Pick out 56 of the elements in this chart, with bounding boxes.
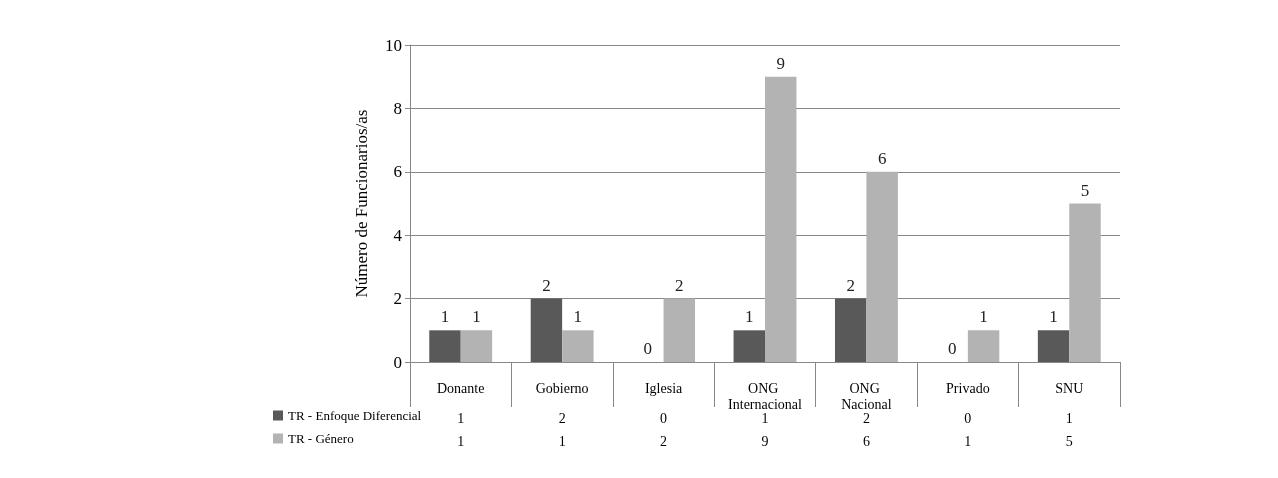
bar bbox=[429, 330, 461, 362]
text: 9 bbox=[776, 53, 785, 73]
legend-label: TR - Enfoque Diferencial bbox=[288, 408, 422, 423]
data-label: 5 bbox=[1065, 433, 1073, 449]
y-tick-label: 4 bbox=[393, 225, 403, 245]
y-tick-label: 2 bbox=[393, 289, 402, 309]
bar bbox=[460, 330, 493, 362]
bar bbox=[1037, 330, 1070, 362]
text: 2 bbox=[542, 275, 551, 295]
data-label: 1 bbox=[558, 433, 566, 449]
bar bbox=[663, 298, 696, 362]
x-tick-label: Donante bbox=[437, 380, 485, 396]
text: 1 bbox=[745, 307, 754, 327]
text: 0 bbox=[643, 339, 653, 358]
bar bbox=[866, 171, 898, 362]
bar bbox=[834, 298, 867, 362]
data-label: 0 bbox=[964, 410, 972, 426]
data-label: 9 bbox=[761, 433, 769, 449]
data-label: 1 bbox=[964, 433, 972, 449]
text: 0 bbox=[947, 339, 957, 358]
bar bbox=[967, 330, 1000, 362]
text: 2 bbox=[846, 275, 855, 295]
bar bbox=[530, 298, 563, 362]
bar bbox=[1069, 203, 1101, 362]
text: 1 bbox=[573, 307, 583, 327]
data-label: 1 bbox=[457, 433, 465, 449]
text: 1 bbox=[472, 307, 481, 327]
text: 2 bbox=[675, 275, 684, 295]
x-tick-label: ONG Nacional bbox=[841, 380, 892, 412]
text: 5 bbox=[1080, 180, 1090, 200]
y-tick-label: 0 bbox=[393, 352, 402, 372]
data-label: 2 bbox=[660, 433, 668, 449]
data-label: 1 bbox=[761, 410, 769, 426]
data-label: 2 bbox=[862, 410, 870, 426]
data-label: 1 bbox=[1065, 410, 1073, 426]
x-tick-label: SNU bbox=[1055, 380, 1084, 396]
x-tick-label: Privado bbox=[946, 380, 990, 396]
bar bbox=[733, 330, 765, 362]
x-tick-label: Iglesia bbox=[644, 380, 684, 396]
data-label: 2 bbox=[558, 410, 566, 426]
text: 6 bbox=[877, 148, 887, 168]
y-tick-label: 10 bbox=[385, 35, 402, 55]
y-tick-label: 8 bbox=[393, 98, 402, 118]
y-tick-label: 6 bbox=[393, 162, 402, 182]
x-tick-label: ONG Internacional bbox=[728, 380, 803, 412]
legend-label: TR - Género bbox=[288, 431, 354, 446]
x-tick-label: Gobierno bbox=[535, 380, 589, 396]
data-label: 0 bbox=[660, 410, 668, 426]
bar bbox=[562, 330, 594, 362]
y-axis-title: Número de Funcionarios/as bbox=[352, 109, 371, 298]
text: 1 bbox=[979, 307, 988, 327]
data-label: 6 bbox=[862, 433, 870, 449]
data-label: 1 bbox=[457, 410, 465, 426]
bar bbox=[765, 76, 797, 362]
text: 1 bbox=[440, 307, 450, 327]
text: 1 bbox=[1049, 307, 1058, 327]
